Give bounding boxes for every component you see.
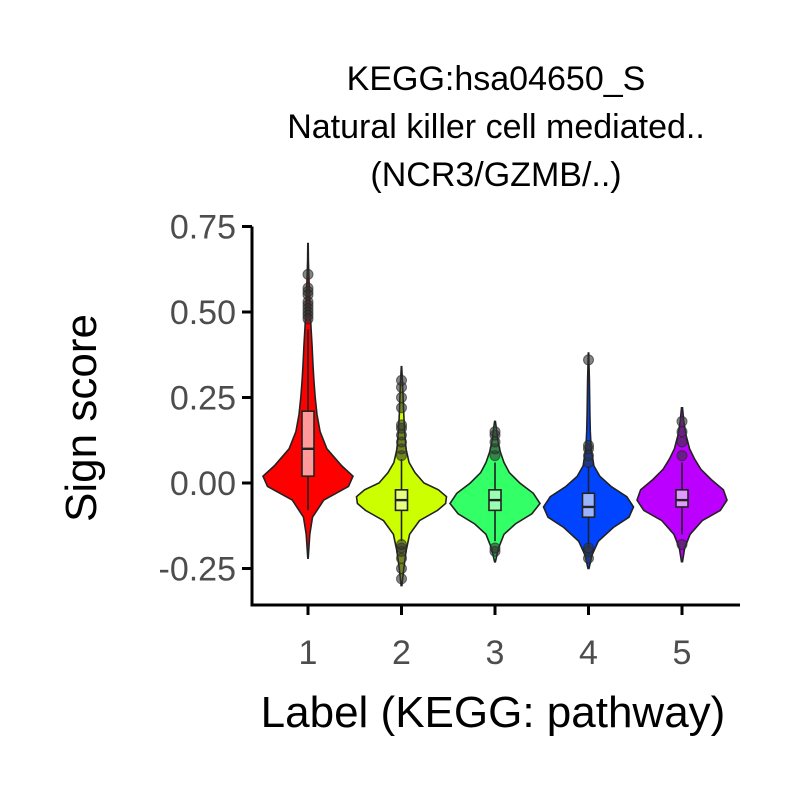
x-tick-label: 5 bbox=[673, 634, 692, 672]
x-tick-label: 4 bbox=[579, 634, 598, 672]
violin-group-5 bbox=[636, 407, 728, 563]
box-1 bbox=[301, 410, 315, 477]
x-tick-label: 2 bbox=[392, 634, 411, 672]
violin-group-1 bbox=[262, 242, 354, 560]
y-tick-label: 0.75 bbox=[170, 209, 236, 247]
outlier-point-5-2 bbox=[676, 436, 688, 448]
y-tick-label: -0.25 bbox=[159, 551, 237, 589]
x-tick-label: 3 bbox=[486, 634, 505, 672]
outlier-point-4-6 bbox=[583, 439, 594, 451]
title-line-3: (NCR3/GZMB/..) bbox=[370, 156, 621, 194]
outlier-point-2-1 bbox=[396, 563, 407, 574]
outlier-point-4-7 bbox=[583, 354, 594, 366]
outlier-point-5-3 bbox=[676, 426, 688, 438]
y-tick-label: 0.25 bbox=[170, 380, 236, 418]
outlier-point-2-13 bbox=[396, 392, 407, 403]
outlier-point-1-0 bbox=[302, 268, 314, 280]
outlier-point-3-1 bbox=[489, 542, 501, 554]
outlier-point-5-0 bbox=[676, 539, 688, 551]
box-4 bbox=[581, 492, 596, 519]
y-tick-label: 0.50 bbox=[170, 294, 236, 332]
x-tick-label: 1 bbox=[299, 634, 318, 672]
y-axis-title: Sign score bbox=[57, 314, 106, 522]
x-axis-title: Label (KEGG: pathway) bbox=[261, 688, 726, 737]
outlier-point-2-12 bbox=[396, 402, 407, 414]
chart-title: KEGG:hsa04650_S Natural killer cell medi… bbox=[287, 60, 705, 194]
title-line-1: KEGG:hsa04650_S bbox=[347, 60, 646, 98]
violin-group-2 bbox=[355, 365, 448, 587]
box-5 bbox=[675, 489, 689, 508]
violin-group-4 bbox=[542, 352, 635, 570]
outlier-point-2-0 bbox=[396, 573, 407, 585]
outlier-point-2-11 bbox=[396, 419, 407, 431]
title-line-2: Natural killer cell mediated.. bbox=[287, 108, 705, 146]
violin-group-3 bbox=[449, 420, 541, 563]
plot-area bbox=[262, 242, 728, 587]
y-tick-label: 0.00 bbox=[170, 465, 236, 503]
outlier-point-1-9 bbox=[302, 313, 314, 325]
axes: 0.75 0.50 0.25 0.00 -0.25 1 2 3 4 5 bbox=[159, 209, 740, 672]
outlier-point-2-15 bbox=[396, 374, 407, 386]
outlier-point-2-5 bbox=[396, 539, 407, 551]
outlier-point-3-6 bbox=[489, 426, 501, 438]
outlier-point-4-2 bbox=[583, 542, 594, 554]
outlier-point-5-1 bbox=[676, 450, 688, 462]
outlier-point-5-4 bbox=[676, 415, 688, 427]
